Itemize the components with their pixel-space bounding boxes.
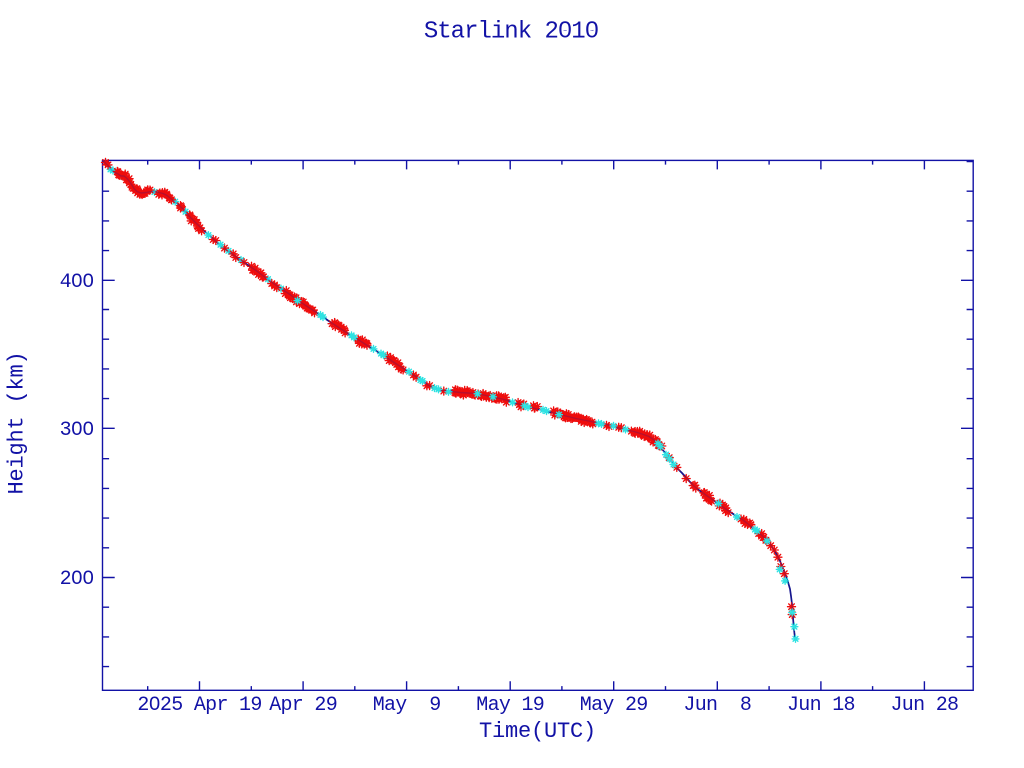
svg-text:400: 400	[60, 271, 94, 294]
svg-text:2025 Apr 19: 2025 Apr 19	[137, 694, 261, 717]
svg-text:Apr 29: Apr 29	[269, 694, 337, 717]
svg-text:May 9: May 9	[373, 694, 441, 717]
svg-text:200: 200	[60, 568, 94, 591]
svg-text:Starlink 2010: Starlink 2010	[424, 19, 598, 46]
svg-text:300: 300	[60, 419, 94, 442]
svg-text:Height (km): Height (km)	[5, 351, 30, 494]
svg-text:May 19: May 19	[476, 694, 544, 717]
svg-text:Time(UTC): Time(UTC)	[479, 719, 596, 744]
svg-text:Jun 28: Jun 28	[890, 694, 958, 717]
svg-text:May 29: May 29	[580, 694, 648, 717]
svg-text:Jun 8: Jun 8	[683, 694, 751, 717]
svg-text:Jun 18: Jun 18	[787, 694, 855, 717]
